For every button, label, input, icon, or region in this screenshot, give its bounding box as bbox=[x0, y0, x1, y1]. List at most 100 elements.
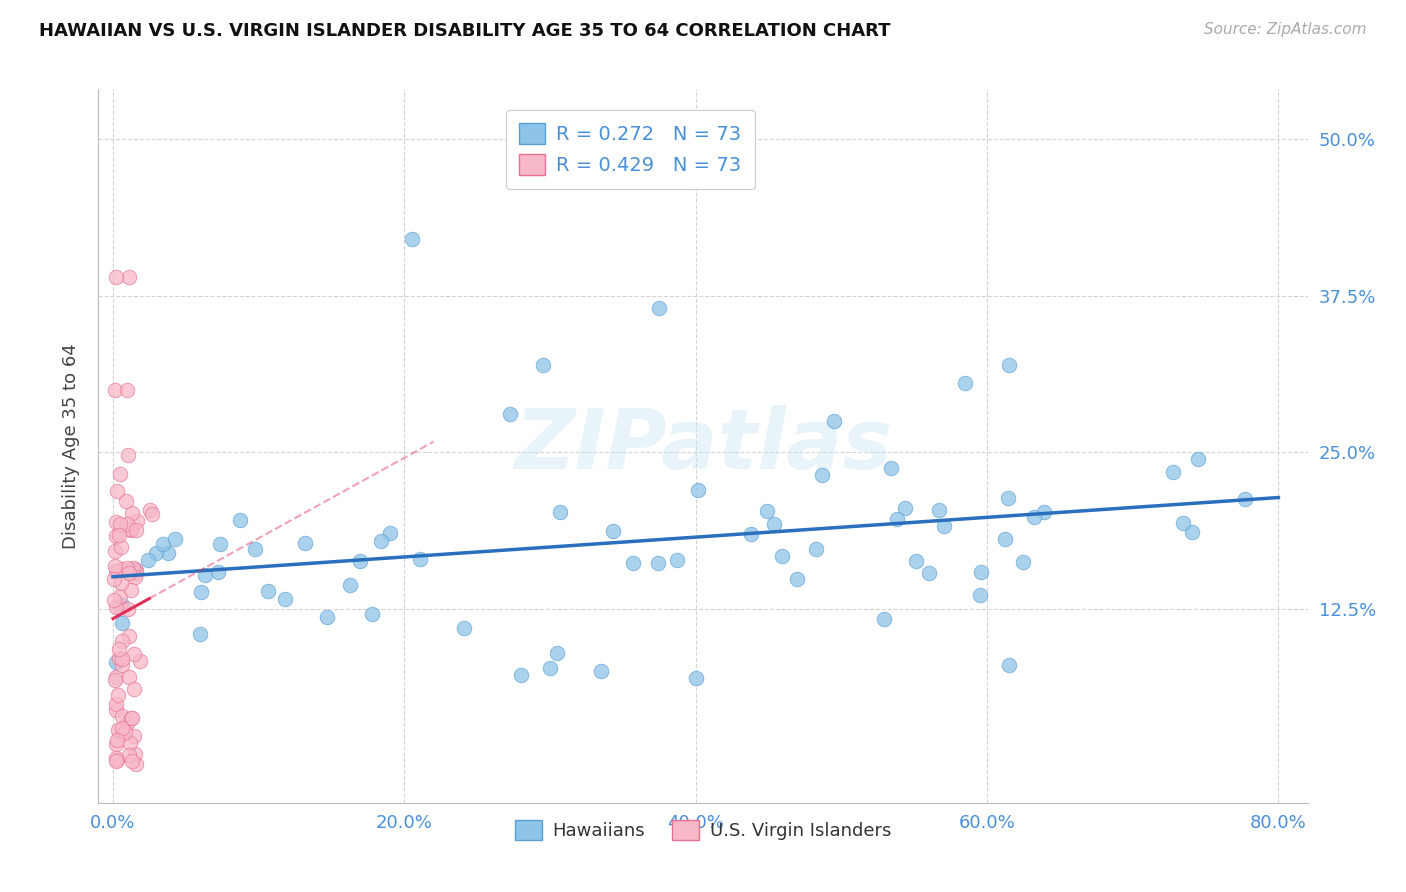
Point bbox=[111, 709, 134, 723]
Point bbox=[121, 561, 143, 575]
Point bbox=[121, 711, 143, 725]
Point bbox=[125, 566, 148, 580]
Point bbox=[125, 563, 148, 577]
Point bbox=[955, 376, 977, 391]
Point bbox=[118, 629, 141, 643]
Text: Source: ZipAtlas.com: Source: ZipAtlas.com bbox=[1204, 22, 1367, 37]
Point bbox=[163, 533, 186, 547]
Point bbox=[894, 501, 917, 516]
Point bbox=[538, 660, 561, 674]
Point bbox=[104, 703, 127, 717]
Point bbox=[256, 583, 278, 598]
Point bbox=[499, 408, 522, 422]
Point bbox=[1033, 505, 1056, 519]
Point bbox=[998, 658, 1021, 673]
Point bbox=[104, 737, 127, 751]
Point bbox=[104, 559, 127, 574]
Text: ZIPatlas: ZIPatlas bbox=[515, 406, 891, 486]
Point bbox=[124, 682, 146, 697]
Point bbox=[886, 512, 908, 526]
Point bbox=[125, 514, 148, 528]
Point bbox=[157, 545, 180, 559]
Point bbox=[105, 670, 128, 684]
Point bbox=[141, 507, 163, 521]
Point bbox=[546, 646, 568, 660]
Point bbox=[108, 528, 131, 542]
Point bbox=[107, 688, 129, 702]
Point bbox=[120, 582, 142, 597]
Point bbox=[118, 748, 141, 763]
Point bbox=[1171, 516, 1194, 530]
Point bbox=[117, 448, 139, 462]
Point bbox=[107, 723, 129, 737]
Point bbox=[108, 589, 131, 603]
Point bbox=[115, 561, 138, 575]
Point bbox=[602, 524, 624, 539]
Point bbox=[1187, 451, 1209, 466]
Y-axis label: Disability Age 35 to 64: Disability Age 35 to 64 bbox=[62, 343, 80, 549]
Point bbox=[918, 566, 941, 580]
Point bbox=[1161, 465, 1184, 479]
Point bbox=[245, 542, 267, 557]
Point bbox=[932, 518, 955, 533]
Point bbox=[274, 592, 297, 607]
Point bbox=[621, 556, 644, 570]
Point bbox=[969, 588, 991, 602]
Point bbox=[905, 554, 928, 568]
Point bbox=[121, 506, 143, 520]
Point bbox=[104, 529, 127, 543]
Point bbox=[120, 522, 142, 536]
Point bbox=[120, 736, 142, 750]
Point bbox=[509, 668, 531, 682]
Point bbox=[665, 553, 688, 567]
Point bbox=[1022, 510, 1045, 524]
Point bbox=[125, 756, 148, 771]
Point bbox=[129, 654, 152, 668]
Point bbox=[548, 505, 571, 519]
Point bbox=[110, 576, 132, 591]
Point bbox=[118, 670, 141, 684]
Point bbox=[104, 270, 127, 285]
Point bbox=[409, 551, 432, 566]
Point bbox=[108, 516, 131, 531]
Point bbox=[880, 460, 903, 475]
Point bbox=[114, 725, 136, 739]
Point bbox=[108, 651, 131, 665]
Point bbox=[1233, 492, 1256, 507]
Point bbox=[770, 549, 793, 563]
Point bbox=[107, 641, 129, 656]
Point bbox=[124, 729, 146, 743]
Legend: Hawaiians, U.S. Virgin Islanders: Hawaiians, U.S. Virgin Islanders bbox=[508, 813, 898, 847]
Point bbox=[152, 537, 174, 551]
Point bbox=[108, 467, 131, 481]
Point bbox=[194, 568, 217, 582]
Point bbox=[104, 673, 127, 687]
Point bbox=[804, 541, 827, 556]
Point bbox=[763, 517, 786, 532]
Point bbox=[111, 598, 134, 612]
Point bbox=[115, 383, 138, 397]
Point bbox=[105, 564, 128, 578]
Point bbox=[994, 532, 1017, 546]
Point bbox=[121, 754, 143, 768]
Point bbox=[531, 358, 554, 372]
Point bbox=[117, 602, 139, 616]
Point bbox=[1181, 525, 1204, 540]
Point bbox=[339, 578, 361, 592]
Point bbox=[105, 515, 128, 529]
Point bbox=[740, 526, 762, 541]
Point bbox=[315, 610, 337, 624]
Point bbox=[970, 565, 993, 579]
Point bbox=[453, 621, 475, 635]
Point bbox=[111, 658, 134, 673]
Point bbox=[105, 655, 128, 669]
Point bbox=[589, 665, 612, 679]
Point bbox=[110, 600, 132, 615]
Point bbox=[115, 716, 138, 731]
Point bbox=[118, 270, 141, 285]
Point bbox=[685, 671, 707, 685]
Point bbox=[145, 546, 167, 560]
Point bbox=[928, 503, 950, 517]
Point bbox=[756, 503, 779, 517]
Point bbox=[361, 607, 384, 622]
